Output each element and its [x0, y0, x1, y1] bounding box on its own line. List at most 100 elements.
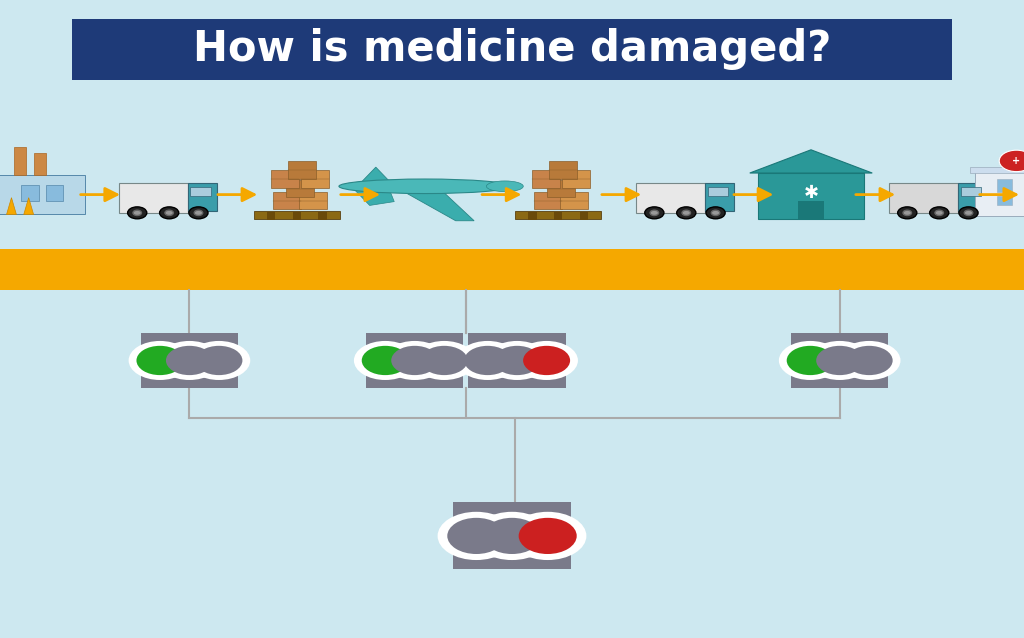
Circle shape: [706, 207, 725, 219]
FancyBboxPatch shape: [798, 201, 824, 219]
Text: ✱: ✱: [804, 184, 818, 202]
FancyBboxPatch shape: [996, 179, 1013, 191]
FancyBboxPatch shape: [289, 161, 316, 179]
Ellipse shape: [486, 181, 523, 191]
Circle shape: [188, 207, 208, 219]
Circle shape: [158, 341, 221, 380]
FancyBboxPatch shape: [562, 170, 590, 188]
Circle shape: [413, 341, 475, 380]
Circle shape: [196, 346, 243, 375]
Circle shape: [437, 512, 515, 560]
FancyBboxPatch shape: [515, 211, 601, 219]
Polygon shape: [750, 150, 872, 173]
FancyBboxPatch shape: [636, 183, 705, 213]
Circle shape: [898, 207, 916, 219]
FancyBboxPatch shape: [708, 187, 728, 197]
FancyBboxPatch shape: [961, 187, 981, 197]
Circle shape: [129, 341, 191, 380]
FancyBboxPatch shape: [286, 180, 314, 197]
Circle shape: [383, 341, 446, 380]
FancyBboxPatch shape: [975, 172, 1024, 216]
FancyBboxPatch shape: [72, 19, 952, 80]
Circle shape: [447, 518, 506, 554]
FancyBboxPatch shape: [22, 186, 39, 201]
Circle shape: [473, 512, 551, 560]
FancyBboxPatch shape: [758, 173, 864, 219]
Polygon shape: [351, 186, 394, 205]
Circle shape: [816, 346, 863, 375]
FancyBboxPatch shape: [580, 212, 588, 220]
FancyBboxPatch shape: [548, 180, 575, 197]
FancyBboxPatch shape: [970, 167, 1024, 173]
FancyBboxPatch shape: [532, 170, 560, 188]
Circle shape: [187, 341, 250, 380]
FancyBboxPatch shape: [367, 333, 463, 387]
FancyBboxPatch shape: [528, 212, 537, 220]
FancyBboxPatch shape: [34, 153, 46, 175]
FancyBboxPatch shape: [141, 333, 238, 387]
Circle shape: [846, 346, 893, 375]
FancyBboxPatch shape: [469, 333, 565, 387]
FancyBboxPatch shape: [889, 183, 957, 213]
Circle shape: [421, 346, 468, 375]
FancyBboxPatch shape: [554, 212, 562, 220]
Circle shape: [485, 341, 549, 380]
Circle shape: [160, 207, 179, 219]
FancyBboxPatch shape: [996, 196, 1013, 205]
FancyBboxPatch shape: [187, 183, 217, 211]
Circle shape: [518, 518, 577, 554]
Circle shape: [712, 210, 720, 216]
Circle shape: [166, 346, 213, 375]
Circle shape: [195, 210, 203, 216]
FancyBboxPatch shape: [550, 161, 578, 179]
Circle shape: [650, 210, 658, 216]
Circle shape: [808, 341, 871, 380]
FancyBboxPatch shape: [254, 211, 340, 219]
Circle shape: [935, 210, 943, 216]
FancyBboxPatch shape: [791, 333, 888, 387]
Circle shape: [645, 207, 664, 219]
Circle shape: [838, 341, 900, 380]
Circle shape: [958, 207, 978, 219]
Circle shape: [779, 341, 842, 380]
FancyBboxPatch shape: [560, 192, 588, 209]
Text: +: +: [1013, 156, 1021, 166]
Circle shape: [136, 346, 183, 375]
Circle shape: [464, 346, 511, 375]
Polygon shape: [24, 198, 34, 214]
FancyBboxPatch shape: [705, 183, 734, 211]
FancyBboxPatch shape: [0, 175, 85, 214]
Polygon shape: [6, 198, 16, 214]
FancyBboxPatch shape: [14, 147, 27, 175]
Circle shape: [523, 346, 570, 375]
Circle shape: [903, 210, 911, 216]
FancyBboxPatch shape: [301, 170, 329, 188]
Circle shape: [128, 207, 146, 219]
FancyBboxPatch shape: [46, 186, 63, 201]
Circle shape: [999, 150, 1024, 172]
Circle shape: [965, 210, 973, 216]
Circle shape: [509, 512, 587, 560]
Circle shape: [165, 210, 173, 216]
FancyBboxPatch shape: [190, 187, 211, 197]
Circle shape: [494, 346, 541, 375]
Circle shape: [483, 518, 541, 554]
FancyBboxPatch shape: [957, 183, 987, 211]
Circle shape: [515, 341, 578, 380]
Circle shape: [682, 210, 690, 216]
Circle shape: [361, 346, 409, 375]
Circle shape: [133, 210, 141, 216]
FancyBboxPatch shape: [293, 212, 301, 220]
FancyBboxPatch shape: [453, 503, 571, 569]
Polygon shape: [394, 186, 474, 221]
FancyBboxPatch shape: [267, 212, 275, 220]
Circle shape: [391, 346, 438, 375]
FancyBboxPatch shape: [535, 192, 562, 209]
Circle shape: [457, 341, 519, 380]
Circle shape: [677, 207, 696, 219]
FancyBboxPatch shape: [318, 212, 327, 220]
Bar: [0, 249, 1024, 290]
FancyBboxPatch shape: [271, 170, 299, 188]
FancyBboxPatch shape: [273, 192, 301, 209]
Circle shape: [354, 341, 417, 380]
